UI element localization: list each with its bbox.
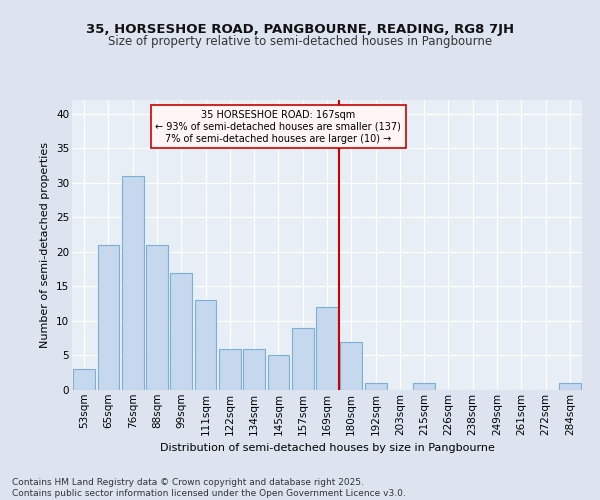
Bar — [97, 245, 119, 390]
Bar — [365, 383, 386, 390]
X-axis label: Distribution of semi-detached houses by size in Pangbourne: Distribution of semi-detached houses by … — [160, 443, 494, 453]
Text: 35 HORSESHOE ROAD: 167sqm
← 93% of semi-detached houses are smaller (137)
7% of : 35 HORSESHOE ROAD: 167sqm ← 93% of semi-… — [155, 110, 401, 144]
Text: 35, HORSESHOE ROAD, PANGBOURNE, READING, RG8 7JH: 35, HORSESHOE ROAD, PANGBOURNE, READING,… — [86, 22, 514, 36]
Bar — [413, 383, 435, 390]
Bar — [146, 245, 168, 390]
Bar — [122, 176, 143, 390]
Bar — [559, 383, 581, 390]
Bar — [170, 272, 192, 390]
Text: Contains HM Land Registry data © Crown copyright and database right 2025.
Contai: Contains HM Land Registry data © Crown c… — [12, 478, 406, 498]
Bar — [194, 300, 217, 390]
Y-axis label: Number of semi-detached properties: Number of semi-detached properties — [40, 142, 50, 348]
Bar — [73, 370, 95, 390]
Bar — [316, 307, 338, 390]
Bar — [292, 328, 314, 390]
Bar — [219, 348, 241, 390]
Text: Size of property relative to semi-detached houses in Pangbourne: Size of property relative to semi-detach… — [108, 35, 492, 48]
Bar — [243, 348, 265, 390]
Bar — [340, 342, 362, 390]
Bar — [268, 356, 289, 390]
